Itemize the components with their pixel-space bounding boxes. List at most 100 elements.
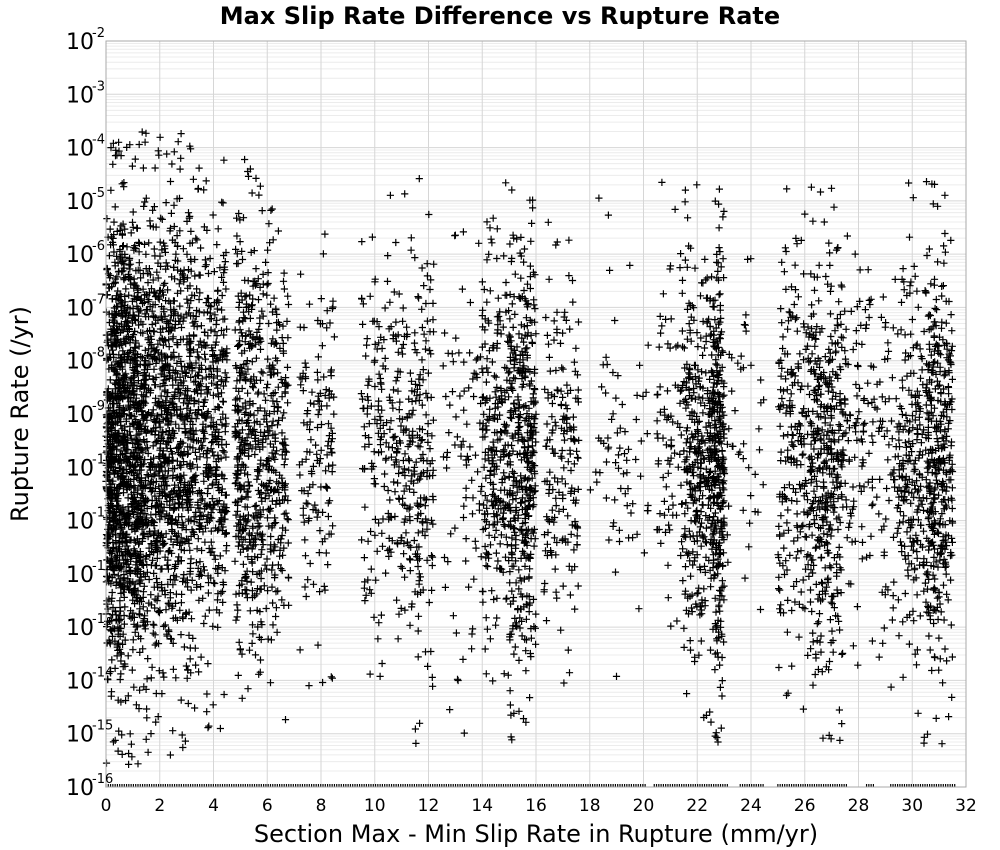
data-point bbox=[414, 442, 422, 450]
data-point bbox=[278, 451, 286, 459]
data-point bbox=[122, 308, 131, 316]
data-point bbox=[107, 688, 116, 696]
data-point bbox=[474, 468, 482, 476]
data-point bbox=[150, 375, 158, 384]
data-point bbox=[143, 607, 151, 615]
data-point bbox=[439, 362, 447, 370]
data-point bbox=[156, 440, 165, 448]
data-point bbox=[206, 548, 214, 557]
data-point bbox=[410, 536, 418, 545]
data-point bbox=[244, 553, 252, 561]
data-point bbox=[180, 266, 188, 274]
data-point bbox=[325, 394, 333, 402]
data-point bbox=[193, 348, 201, 356]
data-point bbox=[375, 339, 383, 347]
data-point bbox=[120, 264, 128, 272]
data-point bbox=[140, 202, 148, 210]
data-point bbox=[457, 441, 465, 449]
data-point bbox=[112, 295, 120, 303]
data-point bbox=[184, 583, 192, 591]
data-point bbox=[165, 366, 173, 374]
data-point bbox=[366, 670, 374, 678]
data-point bbox=[310, 400, 318, 408]
data-point bbox=[301, 536, 309, 544]
data-point bbox=[198, 375, 206, 383]
data-point bbox=[316, 588, 324, 596]
data-point bbox=[137, 318, 145, 326]
data-point bbox=[416, 391, 424, 399]
data-point bbox=[272, 588, 280, 596]
data-point bbox=[281, 716, 290, 724]
data-point bbox=[497, 330, 505, 338]
data-point bbox=[465, 384, 473, 392]
data-point bbox=[191, 388, 199, 396]
data-point bbox=[303, 421, 311, 429]
data-point bbox=[477, 399, 485, 408]
data-point bbox=[142, 445, 150, 453]
data-point bbox=[398, 344, 406, 352]
data-point bbox=[142, 552, 150, 560]
data-point bbox=[214, 565, 222, 573]
data-point bbox=[242, 573, 250, 581]
data-point bbox=[112, 343, 120, 351]
data-point bbox=[269, 621, 277, 629]
data-point bbox=[513, 488, 521, 496]
data-point bbox=[264, 456, 272, 465]
data-point bbox=[238, 435, 246, 443]
data-point bbox=[216, 552, 224, 560]
data-point bbox=[284, 300, 293, 309]
data-point bbox=[161, 586, 169, 594]
data-point bbox=[161, 553, 169, 561]
data-point bbox=[421, 531, 429, 540]
data-point bbox=[222, 440, 230, 448]
data-point bbox=[112, 578, 120, 586]
data-point bbox=[319, 678, 327, 687]
data-point bbox=[107, 627, 116, 635]
data-point bbox=[475, 506, 483, 514]
data-point bbox=[122, 370, 130, 378]
data-point bbox=[109, 603, 117, 612]
data-point bbox=[146, 466, 154, 474]
data-point bbox=[145, 599, 153, 607]
data-point bbox=[110, 432, 118, 440]
data-point bbox=[196, 558, 204, 566]
data-point bbox=[301, 583, 309, 591]
data-point bbox=[500, 469, 508, 477]
data-point bbox=[170, 406, 178, 414]
data-point bbox=[406, 621, 414, 629]
data-point bbox=[132, 569, 140, 577]
data-point bbox=[393, 447, 401, 456]
data-point bbox=[150, 352, 158, 361]
data-point bbox=[116, 597, 124, 605]
data-point bbox=[324, 561, 332, 569]
data-point bbox=[475, 500, 483, 508]
data-point bbox=[391, 432, 399, 441]
data-point bbox=[318, 342, 326, 350]
data-point bbox=[126, 276, 134, 284]
data-point bbox=[160, 239, 168, 247]
data-point bbox=[208, 379, 216, 387]
data-point bbox=[213, 241, 221, 249]
data-point bbox=[159, 341, 167, 349]
data-point bbox=[525, 573, 533, 581]
data-point bbox=[123, 520, 131, 528]
data-point bbox=[243, 577, 251, 585]
data-point bbox=[254, 296, 263, 304]
data-point bbox=[385, 552, 393, 560]
data-point bbox=[278, 414, 286, 422]
data-point bbox=[399, 317, 407, 325]
data-point bbox=[166, 316, 174, 324]
data-point bbox=[249, 630, 257, 638]
data-point bbox=[191, 255, 199, 264]
data-point bbox=[419, 366, 427, 374]
data-point bbox=[210, 579, 218, 587]
data-point bbox=[486, 405, 494, 413]
data-point bbox=[315, 406, 323, 414]
data-point bbox=[251, 514, 259, 522]
data-point bbox=[201, 396, 209, 404]
data-point bbox=[106, 668, 114, 676]
data-point bbox=[151, 631, 159, 639]
data-point bbox=[130, 279, 138, 287]
data-point bbox=[126, 260, 135, 268]
data-point bbox=[125, 291, 133, 299]
